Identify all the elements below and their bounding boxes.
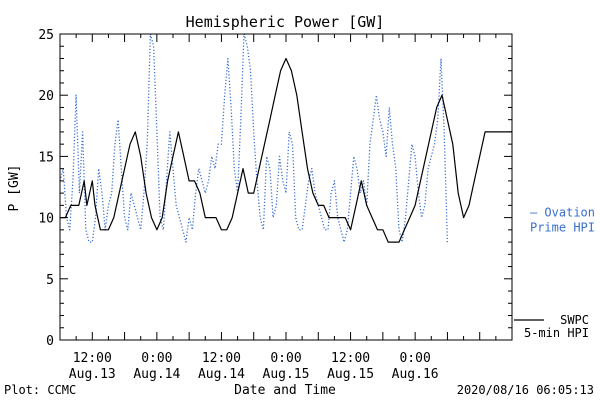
x-tick-date-label: Aug.14 [198,367,245,382]
x-tick-date-label: Aug.15 [327,367,374,382]
x-tick-date-label: Aug.15 [263,367,310,382]
x-tick-date-label: Aug.13 [69,367,116,382]
axes-layer: 051015202512:00Aug.130:00Aug.1412:00Aug.… [38,28,513,382]
x-tick-time-label: 12:00 [331,351,370,366]
plot-timestamp: 2020/08/16 06:05:13 [457,383,594,397]
x-tick-time-label: 0:00 [399,351,430,366]
swpc-hpi-series-line [60,57,512,243]
y-tick-label: 5 [46,273,54,288]
chart-title: Hemispheric Power [GW] [186,13,385,31]
ovation-prime-series-line [59,33,449,243]
x-tick-time-label: 0:00 [270,351,301,366]
x-tick-time-label: 0:00 [141,351,172,366]
y-tick-label: 15 [38,150,54,165]
x-tick-date-label: Aug.14 [133,367,180,382]
x-tick-date-label: Aug.16 [392,367,439,382]
y-tick-label: 20 [38,89,54,104]
y-tick-label: 10 [38,212,54,227]
legend-ovation-label-line1: — Ovation [530,206,595,220]
x-axis-label: Date and Time [234,383,336,398]
plot-credit: Plot: CCMC [4,383,76,397]
y-tick-label: 0 [46,334,54,349]
legend-swpc-label-line1: SWPC [560,313,589,327]
x-tick-time-label: 12:00 [73,351,112,366]
legend-ovation-label-line2: Prime HPI [530,221,595,235]
x-tick-time-label: 12:00 [202,351,241,366]
legend-swpc-label-line2: 5-min HPI [524,326,589,340]
y-axis-label: P [GW] [7,165,22,212]
y-tick-label: 25 [38,28,54,43]
series-layer [59,33,512,243]
plot-frame [59,33,513,341]
